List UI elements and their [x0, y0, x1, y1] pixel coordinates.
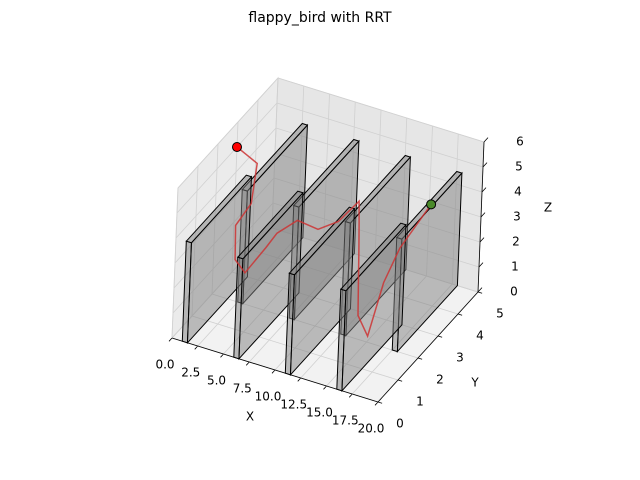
z-tick-label: 6: [516, 135, 524, 149]
tick-mark: [479, 237, 485, 243]
axis-line: [171, 337, 379, 403]
y-tick-label: 5: [496, 307, 504, 321]
tick-mark: [168, 337, 173, 342]
grid-line: [175, 127, 277, 239]
start-point: [232, 142, 242, 152]
tick-mark: [481, 187, 487, 193]
x-tick-label: 7.5: [233, 382, 252, 396]
x-axis-label: X: [246, 410, 254, 424]
tick-mark: [297, 377, 302, 382]
grid-line: [277, 77, 485, 143]
tick-mark: [417, 357, 423, 360]
tick-mark: [437, 335, 443, 338]
tick-mark: [477, 291, 483, 294]
obstacle-face: [339, 222, 407, 292]
tick-mark: [245, 361, 250, 366]
obstacle: [181, 174, 253, 345]
obstacle-face: [185, 174, 253, 244]
path-line: [234, 146, 432, 339]
chart-title: flappy_bird with RRT: [248, 10, 392, 26]
obstacle: [336, 222, 407, 393]
grid-line: [276, 102, 484, 168]
grid-line: [177, 77, 279, 189]
tick-mark: [457, 313, 463, 316]
obstacle: [233, 190, 304, 361]
z-tick-label: 1: [511, 260, 519, 274]
obstacle-face: [288, 206, 356, 276]
axis-line: [477, 141, 485, 293]
y-tick-label: 1: [416, 395, 424, 409]
y-tick-label: 2: [436, 373, 444, 387]
y-tick-label: 3: [456, 351, 464, 365]
tick-mark: [271, 369, 276, 374]
x-tick-label: 15.0: [306, 406, 333, 420]
z-axis-label: Z: [544, 201, 552, 215]
x-tick-label: 10.0: [255, 390, 282, 404]
y-axis-label: Y: [470, 376, 479, 390]
z-tick-label: 2: [512, 235, 520, 249]
x-tick-label: 20.0: [358, 422, 385, 436]
y-tick-label: 4: [476, 329, 484, 343]
tick-mark: [477, 287, 483, 293]
x-tick-label: 2.5: [181, 366, 200, 380]
x-tick-label: 5.0: [207, 374, 226, 388]
grid-line: [176, 102, 278, 214]
z-tick-label: 0: [510, 285, 518, 299]
z-tick-label: 4: [514, 185, 522, 199]
tick-mark: [478, 262, 484, 268]
x-tick-label: 0.0: [155, 358, 174, 372]
tick-mark: [323, 385, 327, 390]
tick-mark: [482, 162, 488, 168]
tick-mark: [348, 393, 353, 398]
tick-mark: [480, 212, 486, 218]
tick-mark: [483, 137, 489, 143]
z-tick-label: 3: [513, 210, 521, 224]
x-tick-label: 17.5: [332, 414, 359, 428]
tick-mark: [377, 401, 383, 404]
axis-line: [377, 291, 479, 403]
tick-mark: [397, 379, 403, 382]
obstacle-face: [236, 190, 304, 260]
obstacle: [284, 206, 356, 377]
x-tick-label: 12.5: [280, 398, 307, 412]
tick-mark: [374, 401, 379, 406]
y-tick-label: 0: [396, 417, 404, 431]
tick-mark: [194, 345, 199, 350]
z-tick-label: 5: [515, 160, 523, 174]
tick-mark: [220, 353, 224, 358]
goal-point: [426, 199, 437, 210]
